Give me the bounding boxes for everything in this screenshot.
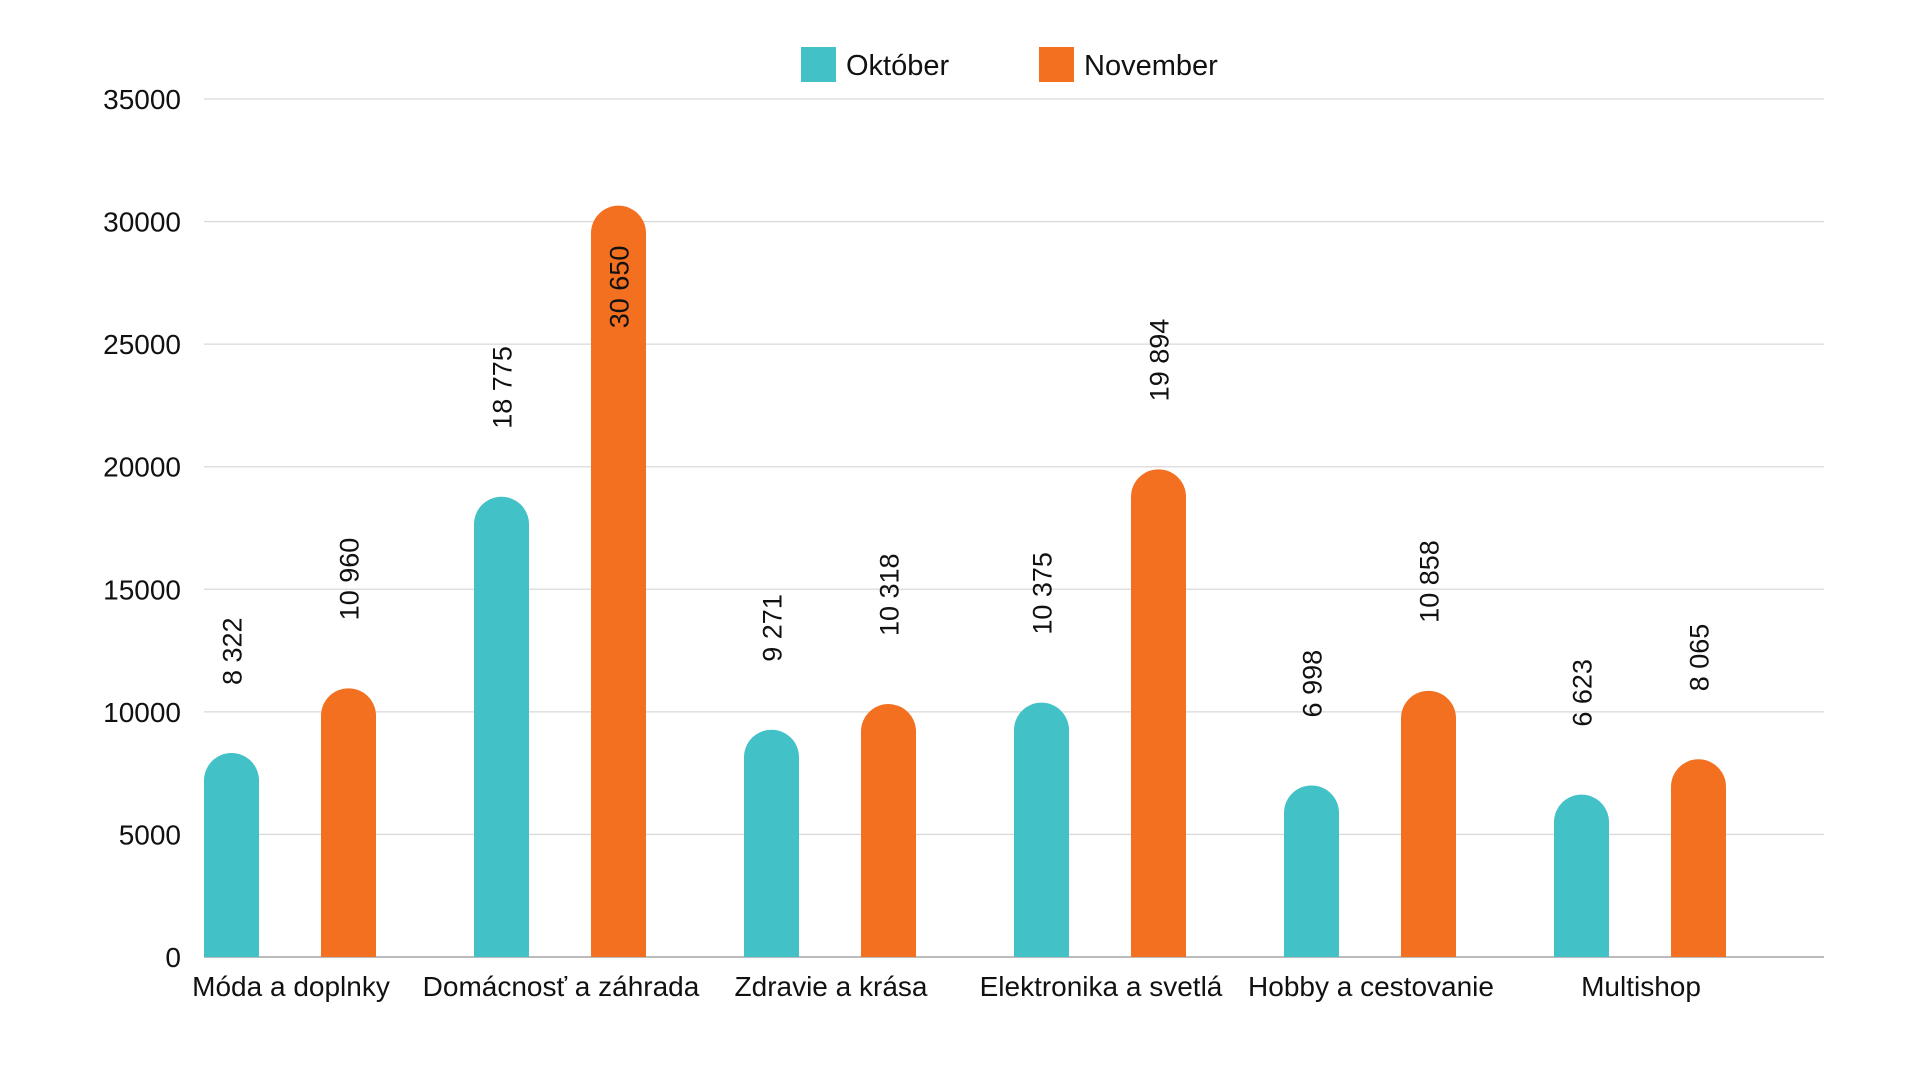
x-category-label: Zdravie a krása (735, 971, 928, 1002)
bars (204, 205, 1726, 957)
bar-november (861, 704, 916, 957)
bar-oktober (1554, 794, 1609, 957)
data-label: 18 775 (488, 346, 518, 429)
legend-swatch (1039, 47, 1074, 82)
x-category-label: Domácnosť a záhrada (423, 971, 700, 1002)
data-label: 19 894 (1145, 319, 1175, 402)
bar-oktober (1284, 785, 1339, 957)
y-tick-label: 0 (165, 942, 181, 973)
bar-oktober (474, 496, 529, 957)
y-axis-ticks: 0 5000 10000 15000 20000 25000 30000 35000 (103, 84, 181, 973)
bar-november (591, 205, 646, 957)
bar-november (1401, 690, 1456, 957)
legend-swatch (801, 47, 836, 82)
data-label: 10 960 (335, 538, 365, 621)
legend: Október November (801, 47, 1218, 82)
x-category-label: Hobby a cestovanie (1248, 971, 1494, 1002)
bar-november (1131, 469, 1186, 957)
legend-label: November (1084, 50, 1218, 82)
data-label: 30 650 (605, 246, 635, 329)
x-axis-labels: Móda a doplnky Domácnosť a záhrada Zdravie… (192, 971, 1701, 1002)
data-label: 6 623 (1568, 659, 1598, 727)
bar-november (1671, 759, 1726, 957)
data-labels: 8 322 10 960 18 775 30 650 9 271 10 318 10 375… (218, 246, 1715, 727)
x-category-label: Multishop (1581, 971, 1701, 1002)
data-label: 10 318 (875, 553, 905, 636)
y-tick-label: 30000 (103, 207, 181, 238)
y-tick-label: 10000 (103, 697, 181, 728)
bar-oktober (744, 729, 799, 957)
x-category-label: Elektronika a svetlá (980, 971, 1223, 1002)
data-label: 10 375 (1028, 552, 1058, 635)
data-label: 9 271 (758, 594, 788, 662)
y-tick-label: 20000 (103, 452, 181, 483)
bar-oktober (204, 752, 259, 957)
data-label: 8 065 (1685, 624, 1715, 692)
legend-label: Október (846, 50, 949, 82)
y-tick-label: 5000 (119, 819, 181, 850)
data-label: 6 998 (1298, 650, 1328, 718)
data-label: 8 322 (218, 617, 248, 685)
y-tick-label: 15000 (103, 574, 181, 605)
y-tick-label: 25000 (103, 329, 181, 360)
data-label: 10 858 (1415, 540, 1445, 623)
y-tick-label: 35000 (103, 84, 181, 115)
bar-oktober (1014, 702, 1069, 957)
bar-november (321, 688, 376, 957)
x-category-label: Móda a doplnky (192, 971, 390, 1002)
